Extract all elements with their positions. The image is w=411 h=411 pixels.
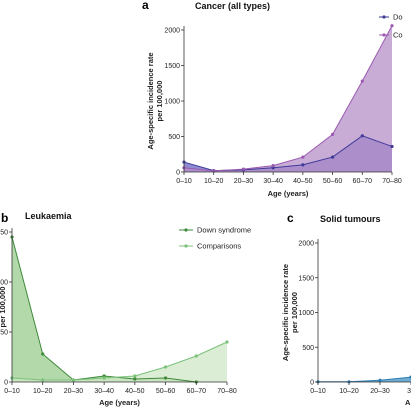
x-axis-label: A — [405, 398, 411, 407]
data-point — [330, 132, 335, 136]
y-tick-label: 1000 — [164, 99, 180, 106]
series-area — [12, 237, 197, 382]
data-point — [360, 79, 364, 83]
x-tick-label: 70–80 — [217, 388, 237, 395]
data-point — [271, 164, 275, 168]
data-point — [330, 155, 335, 159]
x-tick-label: 50–60 — [323, 178, 343, 185]
x-tick-label: 50–60 — [156, 388, 176, 395]
y-axis-label: Age-specific incidence rateper 100,000 — [0, 258, 7, 355]
series-line — [11, 341, 228, 381]
chart-title: Leukaemia — [25, 211, 73, 221]
x-tick-label: 30–40 — [263, 178, 283, 185]
series-area — [318, 377, 411, 382]
x-axis-label: Age (years) — [268, 189, 309, 198]
x-tick-label: 60–70 — [353, 178, 373, 185]
data-point — [133, 374, 137, 378]
y-tick-label: 1500 — [298, 275, 314, 282]
y-tick-label: 2000 — [298, 241, 314, 248]
x-tick-label: 30 — [407, 388, 411, 395]
panel-a: a Cancer (all types) 0 500 1000 1500 2000 0–10 1… — [142, 0, 403, 198]
x-tick-label: 10–20 — [33, 388, 53, 395]
data-point — [360, 134, 364, 138]
panel-letter: c — [287, 211, 294, 225]
x-tick-label: 0–10 — [4, 388, 20, 395]
y-tick-label: 100 — [0, 280, 8, 287]
legend-label: Comparisons — [197, 242, 241, 251]
x-tick-label: 0–10 — [310, 388, 326, 395]
data-point — [163, 376, 168, 380]
data-point — [390, 24, 394, 28]
x-tick-label: 10–20 — [339, 388, 359, 395]
data-point — [41, 378, 45, 382]
data-point — [71, 378, 76, 382]
x-axis-label: Age (years) — [99, 398, 140, 407]
y-axis-label: Age-specific incidence rateper 100,000 — [281, 264, 299, 361]
legend: Do Co — [379, 13, 403, 40]
data-point — [102, 376, 106, 380]
x-tick-label: 0–10 — [176, 178, 192, 185]
y-tick-label: 0 — [310, 380, 314, 387]
y-tick-label: 50 — [0, 330, 8, 337]
y-tick-label: 500 — [168, 134, 180, 141]
panel-c: c Solid tumours 0 500 1000 1500 2000 0–10 10–20 2… — [281, 211, 411, 407]
data-point — [301, 155, 305, 159]
legend-marker — [382, 33, 386, 37]
data-point — [241, 167, 246, 171]
legend-label: Down syndrome — [197, 226, 251, 235]
x-tick-label: 60–70 — [187, 388, 207, 395]
y-tick-label: 500 — [302, 345, 314, 352]
legend-label: Do — [393, 13, 403, 22]
y-tick-label: 1000 — [298, 310, 314, 317]
x-tick-label: 40–50 — [125, 388, 145, 395]
series-area — [12, 342, 227, 382]
data-point — [133, 377, 137, 381]
series-line — [183, 25, 393, 172]
x-tick-label: 20–30 — [370, 388, 390, 395]
data-point — [163, 365, 168, 369]
panel-letter: a — [142, 0, 149, 12]
y-tick-label: 1500 — [164, 63, 180, 70]
panel-letter: b — [1, 211, 8, 225]
data-point — [225, 340, 229, 344]
legend-marker — [382, 15, 386, 19]
y-axis-label: Age-specific incidence rateper 100,000 — [146, 52, 164, 149]
data-point — [301, 163, 305, 167]
x-tick-label: 30–40 — [94, 388, 114, 395]
legend-label: Co — [393, 31, 403, 40]
chart-title: Solid tumours — [320, 214, 381, 224]
x-tick-label: 20–30 — [234, 178, 254, 185]
x-tick-label: 70–80 — [382, 178, 402, 185]
legend-marker — [184, 244, 188, 248]
y-tick-label: 0 — [4, 380, 8, 387]
data-point — [41, 352, 45, 356]
legend: Down syndrome Comparisons — [179, 226, 251, 251]
x-tick-label: 40–50 — [293, 178, 313, 185]
x-tick-label: 20–30 — [64, 388, 84, 395]
x-tick-label: 10–20 — [204, 178, 224, 185]
y-tick-label: 0 — [176, 170, 180, 177]
data-point — [378, 378, 382, 382]
chart-title: Cancer (all types) — [195, 1, 270, 11]
legend-marker — [184, 228, 188, 232]
data-point — [194, 354, 198, 358]
panel-b: b Leukaemia 0 50 100 150 0–10 10–20 20–30 30–40 40… — [0, 211, 251, 407]
y-tick-label: 2000 — [164, 28, 180, 35]
data-point — [390, 144, 394, 149]
series-area — [184, 25, 392, 172]
y-tick-label: 150 — [0, 230, 8, 237]
